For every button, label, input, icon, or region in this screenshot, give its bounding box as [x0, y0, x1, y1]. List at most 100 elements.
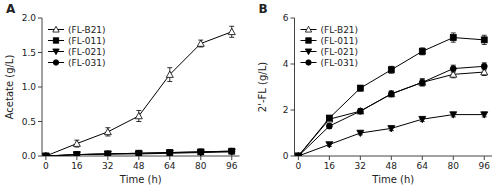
y-axis-label: Acetate (g/L): [4, 55, 15, 120]
point: [388, 126, 395, 132]
x-tick-label: 96: [226, 161, 238, 171]
point: [388, 91, 394, 97]
plot-area: [295, 33, 488, 156]
point: [229, 148, 235, 154]
point: [167, 150, 173, 156]
error-bar: [74, 140, 79, 147]
legend: (FL-B21)(FL-011)(FL-021)(FL-031): [48, 25, 106, 68]
x-tick-label: 0: [43, 161, 49, 171]
point: [197, 40, 204, 46]
x-tick: [391, 156, 392, 160]
legend-label: (FL-B21): [321, 25, 359, 35]
series: [295, 33, 487, 156]
error-bar: [389, 91, 394, 97]
point: [135, 151, 142, 156]
x-tick-label: 16: [71, 161, 83, 171]
error-bar: [358, 109, 363, 114]
point: [357, 108, 363, 114]
error-bar: [451, 33, 456, 42]
y-tick-label: 4: [283, 59, 289, 69]
x-tick-label: 64: [164, 161, 176, 171]
point: [105, 151, 111, 156]
point: [42, 153, 49, 157]
series-line: [46, 32, 232, 156]
point: [136, 150, 142, 156]
x-tick: [484, 156, 485, 160]
point: [450, 112, 457, 118]
x-tick: [45, 156, 46, 160]
series: [43, 148, 235, 156]
series-line: [298, 72, 484, 156]
legend: (FL-B21)(FL-011)(FL-021)(FL-031): [301, 25, 359, 68]
x-tick: [169, 156, 170, 160]
x-tick: [360, 156, 361, 160]
legend-label: (FL-011): [68, 36, 105, 46]
point: [74, 152, 80, 156]
legend-swatch: [48, 38, 64, 43]
legend-label: (FL-021): [68, 47, 105, 57]
x-tick-label: 32: [355, 161, 366, 171]
panel-title: A: [6, 2, 16, 16]
point: [167, 150, 173, 156]
x-tick-label: 80: [195, 161, 207, 171]
point: [73, 152, 80, 156]
y-tick: [38, 156, 42, 157]
point: [326, 142, 333, 148]
series: [295, 112, 488, 156]
point: [105, 151, 111, 156]
error-bar: [358, 85, 363, 91]
point: [326, 115, 332, 121]
plot-area: [42, 26, 235, 156]
x-tick: [329, 156, 330, 160]
x-tick: [76, 156, 77, 160]
x-tick: [231, 156, 232, 160]
error-bar: [229, 26, 234, 37]
y-tick: [38, 121, 42, 122]
y-tick: [291, 156, 295, 157]
point: [166, 150, 173, 156]
legend-label: (FL-031): [321, 58, 358, 68]
x-tick: [453, 156, 454, 160]
error-bar: [482, 35, 487, 44]
y-tick-label: 2.0: [22, 13, 37, 23]
point: [104, 151, 111, 156]
y-tick: [291, 18, 295, 19]
point: [326, 123, 332, 129]
x-tick: [298, 156, 299, 160]
x-axis-line: [295, 156, 493, 157]
point: [197, 150, 204, 156]
point: [481, 112, 488, 118]
point: [481, 37, 487, 43]
y-tick: [291, 64, 295, 65]
point: [229, 148, 235, 154]
y-tick-label: 0.0: [22, 151, 37, 161]
y-tick-label: 2: [283, 105, 289, 115]
point: [450, 66, 456, 72]
y-axis-label: 2'-FL (g/L): [257, 62, 268, 112]
series: [43, 148, 235, 156]
point: [198, 149, 204, 155]
legend-swatch: [48, 49, 64, 55]
y-tick-label: 1.5: [22, 48, 36, 58]
point: [228, 149, 235, 155]
series-line: [298, 115, 484, 156]
error-bar: [389, 91, 394, 97]
point: [419, 116, 426, 122]
point: [43, 153, 49, 156]
point: [73, 140, 80, 146]
error-bar: [327, 124, 332, 129]
legend-label: (FL-B21): [68, 25, 106, 35]
point: [419, 79, 426, 85]
x-tick-label: 48: [386, 161, 398, 171]
error-bar: [420, 79, 425, 86]
x-tick-label: 0: [296, 161, 302, 171]
point: [388, 90, 395, 96]
point: [104, 128, 111, 134]
y-tick: [38, 18, 42, 19]
series: [295, 63, 487, 156]
point: [228, 28, 235, 34]
error-bar: [198, 40, 203, 47]
x-tick-label: 48: [133, 161, 145, 171]
point: [42, 153, 49, 156]
legend-label: (FL-031): [68, 58, 105, 68]
